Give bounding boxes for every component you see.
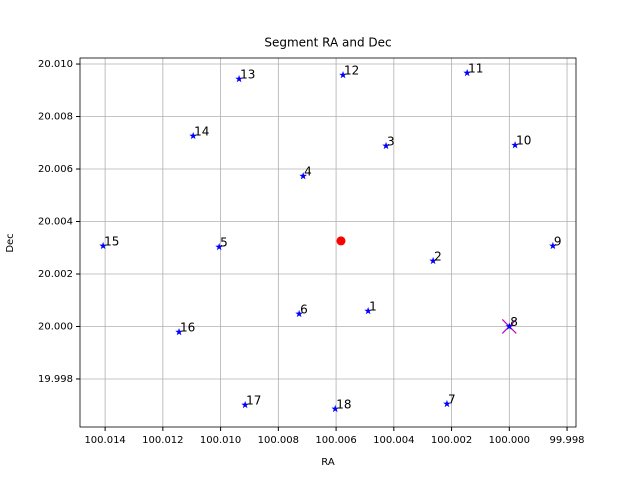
point <box>189 131 197 140</box>
point <box>429 256 437 265</box>
point <box>339 71 347 79</box>
y-tick-label: 20.010 <box>38 59 73 70</box>
point-label: 15 <box>104 234 119 248</box>
chart-title: Segment RA and Dec <box>264 36 391 50</box>
y-axis-label: Dec <box>5 233 16 252</box>
x-tick-label: 100.000 <box>489 435 530 446</box>
point-label: 7 <box>448 392 456 406</box>
x-tick-label: 100.004 <box>373 435 414 446</box>
y-tick-label: 19.998 <box>38 374 73 385</box>
point-label: 3 <box>387 134 395 148</box>
point <box>463 68 471 77</box>
point <box>295 309 303 318</box>
x-axis-label: RA <box>321 457 335 468</box>
point <box>549 241 557 250</box>
point <box>382 141 390 150</box>
x-tick-label: 100.012 <box>142 435 183 446</box>
center-point <box>336 236 346 246</box>
point-label: 4 <box>304 165 312 179</box>
point-label: 5 <box>220 235 228 249</box>
x-tick-label: 100.008 <box>258 435 299 446</box>
y-tick-label: 20.000 <box>38 321 73 332</box>
point <box>505 322 514 330</box>
x-tick-label: 100.014 <box>84 435 125 446</box>
point <box>175 327 183 336</box>
point-label: 18 <box>336 397 351 411</box>
x-tick-label: 100.002 <box>431 435 472 446</box>
y-tick-label: 20.002 <box>38 269 73 280</box>
point-label: 6 <box>300 302 308 316</box>
y-tick-label: 20.006 <box>38 164 73 175</box>
point <box>511 141 519 149</box>
plot-frame <box>79 57 577 428</box>
point <box>364 307 372 315</box>
point-label: 17 <box>246 393 261 407</box>
point-label: 9 <box>554 234 562 248</box>
point <box>331 404 340 413</box>
x-tick-label: 100.006 <box>315 435 356 446</box>
point <box>215 242 223 251</box>
point-label: 12 <box>344 64 359 78</box>
x-tick-label: 100.010 <box>200 435 241 446</box>
point-label: 2 <box>434 249 442 263</box>
y-tick-label: 20.008 <box>38 112 73 123</box>
point-label: 1 <box>369 299 377 313</box>
point-label: 10 <box>516 134 531 148</box>
point-label: 16 <box>180 320 195 334</box>
point-label: 8 <box>510 315 518 329</box>
point <box>241 400 249 409</box>
y-tick-label: 20.004 <box>38 217 73 228</box>
point <box>443 399 451 408</box>
point-label: 11 <box>468 61 483 75</box>
point <box>235 75 243 83</box>
point <box>299 172 307 180</box>
x-tick-label: 99.998 <box>550 435 585 446</box>
point-label: 14 <box>194 124 209 138</box>
point-label: 13 <box>240 67 255 81</box>
point <box>99 241 107 250</box>
